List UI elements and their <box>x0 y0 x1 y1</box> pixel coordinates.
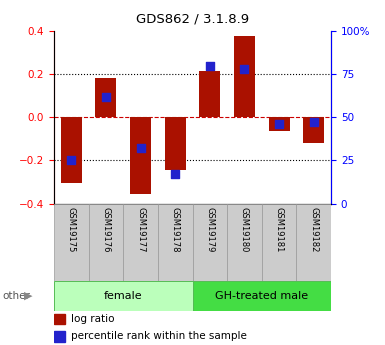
Text: GSM19175: GSM19175 <box>67 207 76 252</box>
Text: GDS862 / 3.1.8.9: GDS862 / 3.1.8.9 <box>136 12 249 25</box>
Bar <box>54 281 192 310</box>
Point <box>68 158 74 163</box>
Point <box>172 171 178 177</box>
Text: other: other <box>2 291 30 301</box>
Text: log ratio: log ratio <box>70 314 114 324</box>
Bar <box>296 204 331 281</box>
Point <box>207 63 213 68</box>
Bar <box>227 204 262 281</box>
Text: GSM19176: GSM19176 <box>101 207 110 252</box>
Text: GH-treated male: GH-treated male <box>215 291 308 301</box>
Bar <box>192 204 227 281</box>
Point <box>311 120 317 125</box>
Bar <box>303 117 324 143</box>
Bar <box>165 117 186 170</box>
Bar <box>89 204 123 281</box>
Text: GSM19182: GSM19182 <box>309 207 318 252</box>
Bar <box>158 204 192 281</box>
Point <box>103 94 109 99</box>
Text: percentile rank within the sample: percentile rank within the sample <box>70 332 246 341</box>
Bar <box>262 204 296 281</box>
Bar <box>269 117 290 131</box>
Point <box>276 121 282 127</box>
Text: female: female <box>104 291 142 301</box>
Bar <box>54 314 65 324</box>
Bar <box>123 204 158 281</box>
Bar <box>54 331 65 342</box>
Bar <box>130 117 151 194</box>
Point <box>241 66 248 72</box>
Bar <box>199 71 220 117</box>
Text: ▶: ▶ <box>24 291 32 301</box>
Bar <box>61 117 82 183</box>
Text: GSM19180: GSM19180 <box>240 207 249 252</box>
Text: GSM19179: GSM19179 <box>205 207 214 252</box>
Bar <box>234 37 255 117</box>
Bar <box>95 79 116 117</box>
Point <box>137 146 144 151</box>
Bar <box>54 204 89 281</box>
Text: GSM19178: GSM19178 <box>171 207 180 252</box>
Text: GSM19177: GSM19177 <box>136 207 145 252</box>
Bar <box>192 281 331 310</box>
Text: GSM19181: GSM19181 <box>275 207 284 252</box>
